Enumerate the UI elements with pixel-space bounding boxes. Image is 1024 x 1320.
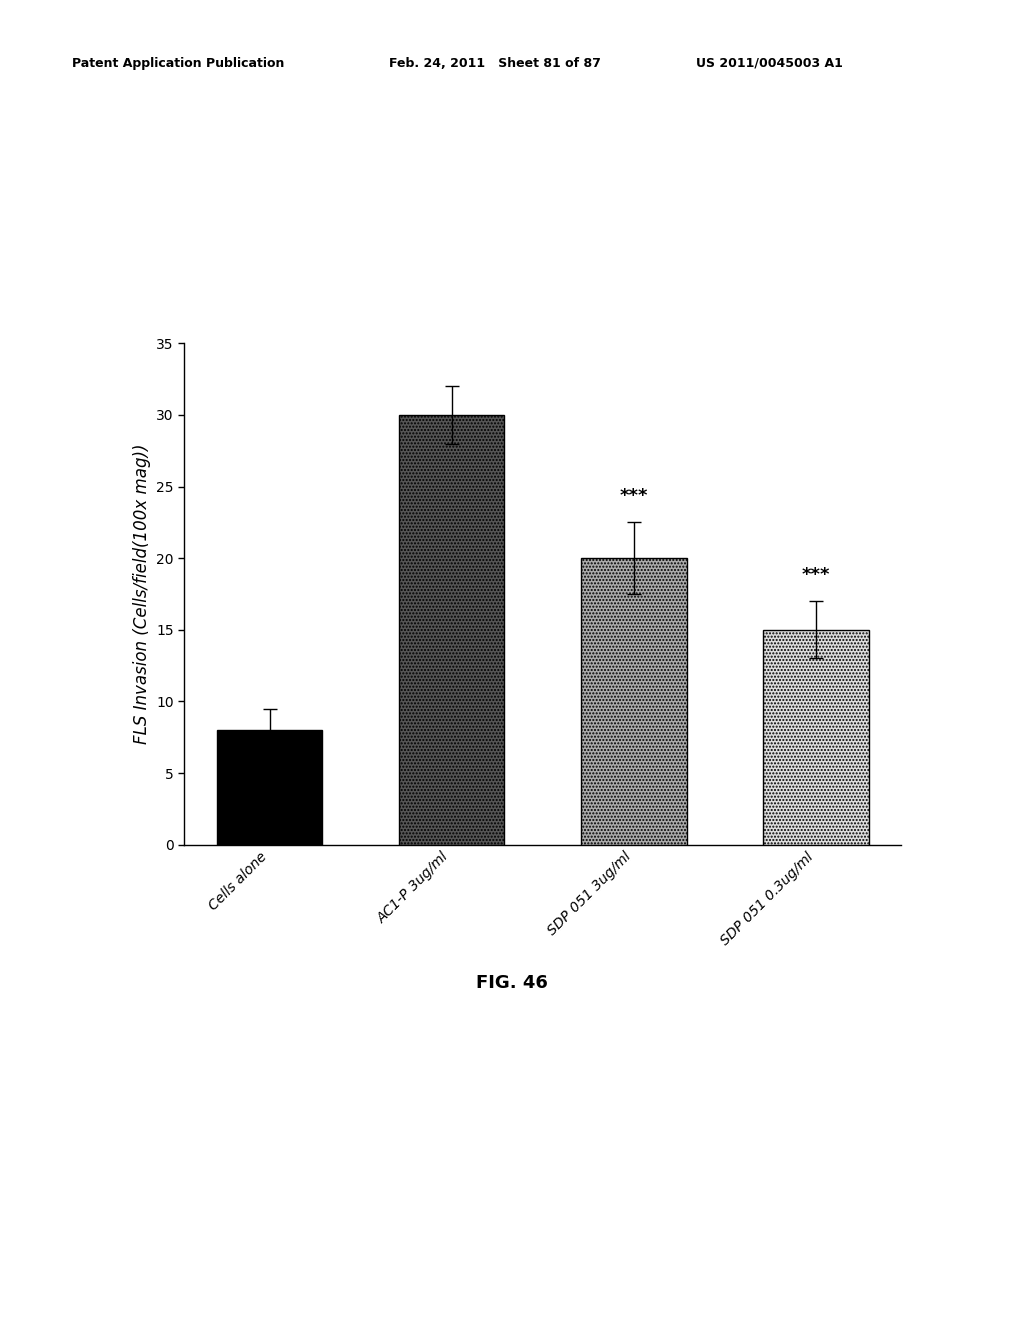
Text: Patent Application Publication: Patent Application Publication	[72, 57, 284, 70]
Bar	[763, 630, 868, 845]
Bar	[399, 414, 505, 845]
Text: FIG. 46: FIG. 46	[476, 974, 548, 993]
Bar	[217, 730, 323, 845]
Text: Feb. 24, 2011   Sheet 81 of 87: Feb. 24, 2011 Sheet 81 of 87	[389, 57, 601, 70]
Text: ***: ***	[620, 487, 648, 506]
Bar	[581, 558, 686, 845]
Y-axis label: FLS Invasion (Cells/field(100x mag)): FLS Invasion (Cells/field(100x mag))	[133, 444, 151, 744]
Text: US 2011/0045003 A1: US 2011/0045003 A1	[696, 57, 843, 70]
Text: ***: ***	[802, 566, 830, 583]
